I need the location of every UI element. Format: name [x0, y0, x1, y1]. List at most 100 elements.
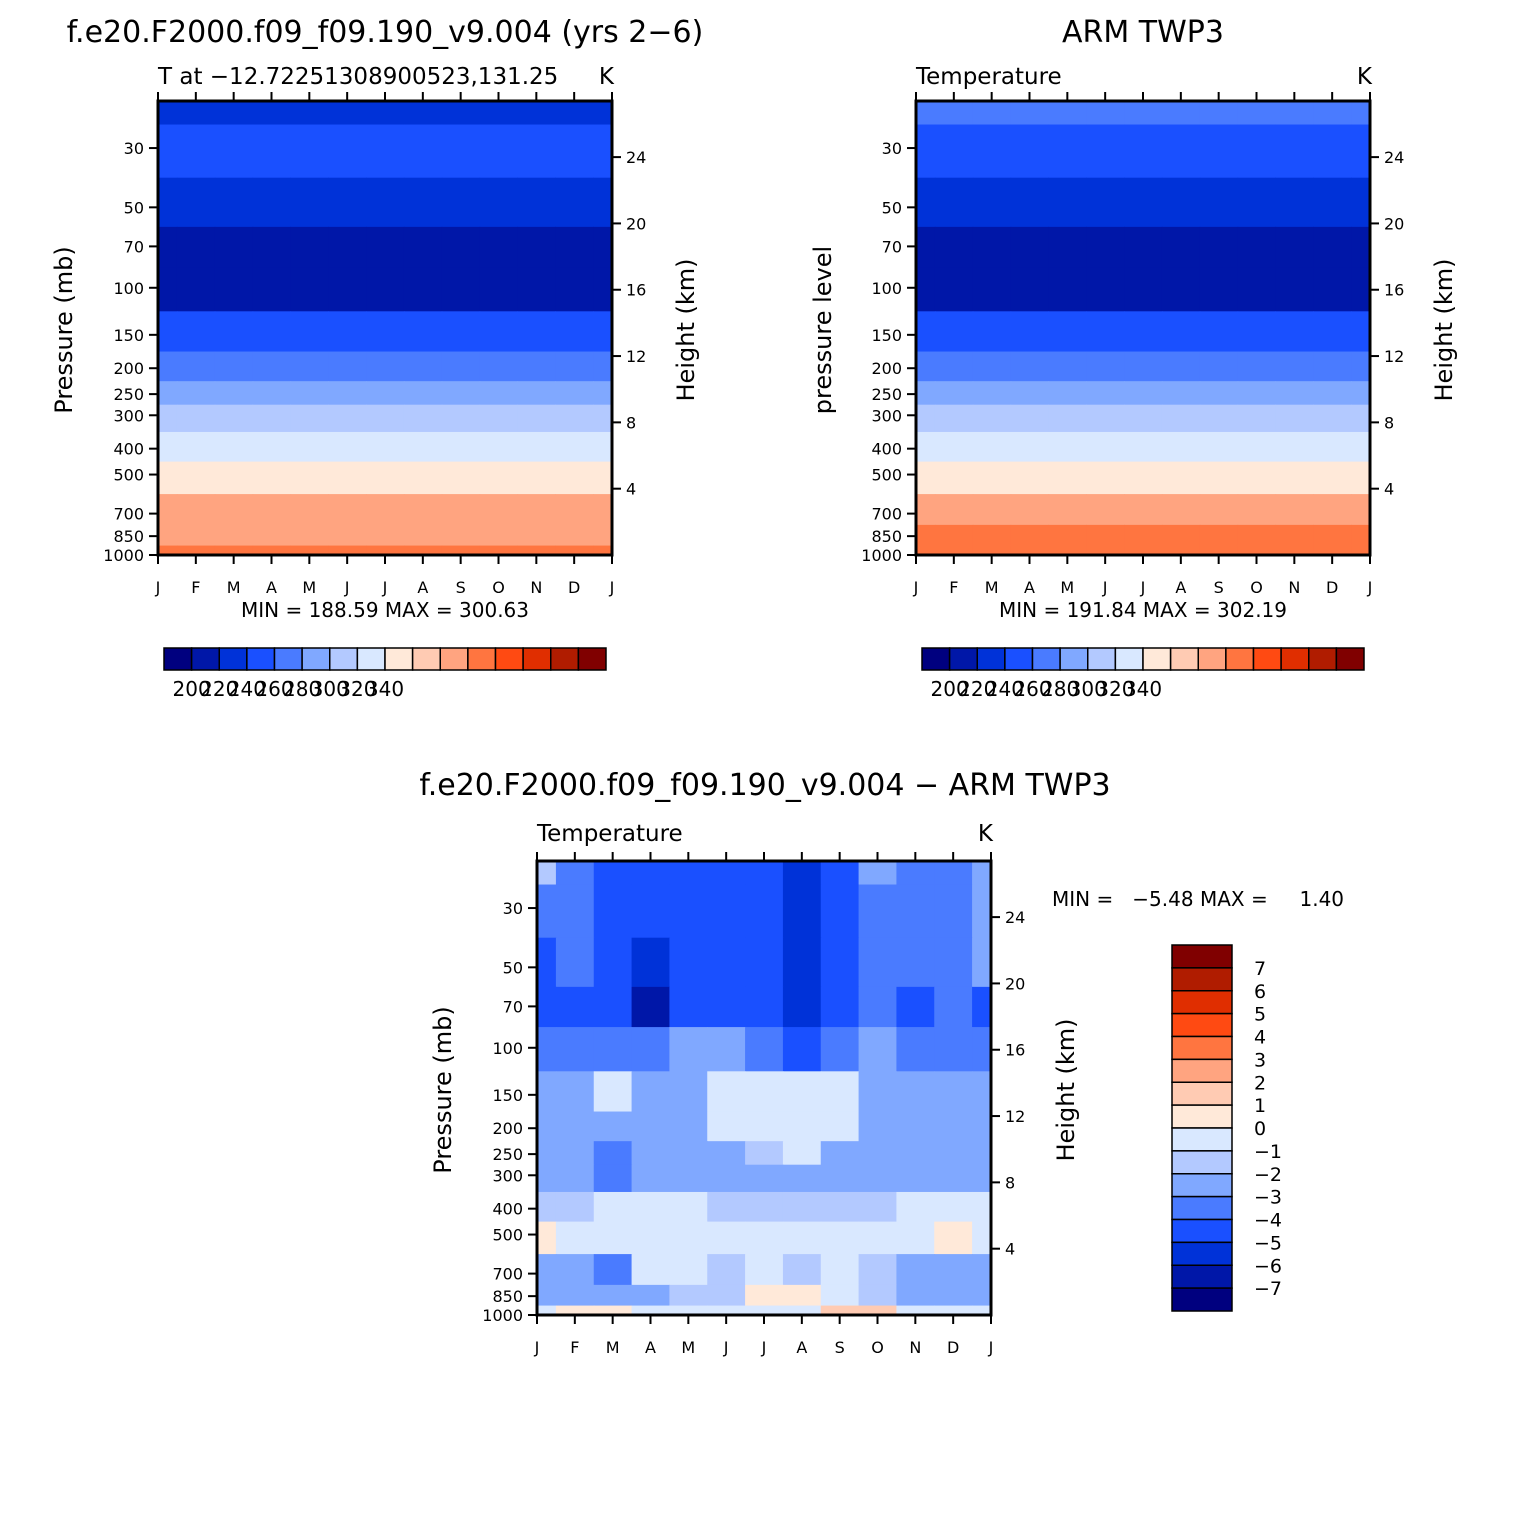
- panel2-cell: [1313, 494, 1352, 526]
- panel1-cell: [517, 124, 556, 179]
- panel2-x-tick-label: M: [985, 578, 999, 597]
- panel2-y-tick-label: 150: [871, 326, 902, 345]
- panel2-cell: [934, 461, 974, 495]
- panel2-cell: [916, 101, 936, 126]
- panel1-cell: [555, 267, 594, 312]
- panel1-stats: MIN = 188.59 MAX = 300.63: [241, 598, 529, 622]
- panel3-height-tick-label: 4: [1005, 1240, 1015, 1259]
- panel2-cell: [972, 124, 1012, 179]
- panel3-cell: [707, 1284, 746, 1307]
- panel3-cell: [669, 986, 708, 1028]
- panel1-colorbar-box: [522, 647, 552, 671]
- panel2-cell: [916, 381, 936, 406]
- panel1-colorbar-box: [218, 647, 248, 671]
- panel2-cell: [934, 431, 974, 463]
- panel1-colorbar-box: [329, 647, 359, 671]
- panel2-cell: [1086, 381, 1125, 406]
- panel2-cell: [934, 524, 974, 547]
- panel2-cell: [1086, 431, 1125, 463]
- panel2-cell: [1313, 351, 1352, 382]
- panel3-cell: [896, 861, 935, 886]
- panel1-cell: [214, 545, 254, 556]
- panel3-cell: [820, 1141, 860, 1166]
- panel1-cell: [328, 431, 367, 463]
- panel1-cell: [593, 524, 613, 547]
- panel1-colorbar-box: [550, 647, 580, 671]
- panel3-cell: [745, 861, 784, 886]
- panel1-cell: [555, 431, 594, 463]
- panel1-cell: [328, 461, 367, 495]
- panel2-cell: [1161, 226, 1201, 268]
- panel2-colorbar-box: [1280, 647, 1310, 671]
- panel1-cell: [593, 267, 613, 312]
- panel3-cell: [593, 1071, 633, 1113]
- panel2-y-tick-label: 500: [871, 466, 902, 485]
- panel3-cell: [707, 1305, 746, 1316]
- panel1-cell: [479, 381, 519, 406]
- panel2-cell: [1124, 461, 1163, 495]
- panel2-cell: [1010, 267, 1050, 312]
- panel3-colorbar-label: 1: [1254, 1095, 1266, 1117]
- panel2-cell: [1010, 494, 1050, 526]
- panel3-cell: [669, 1111, 708, 1142]
- panel3-colorbar-box: [1171, 1218, 1233, 1244]
- panel3-cell: [972, 1071, 992, 1113]
- panel2-cell: [1010, 351, 1050, 382]
- panel2-x-tick-label: F: [949, 578, 958, 597]
- panel3-cell: [782, 1221, 822, 1255]
- panel1-colorbar-label: 240: [228, 677, 266, 701]
- panel1-cell: [479, 351, 519, 382]
- panel1-x-tick-label: F: [191, 578, 200, 597]
- panel3-colorbar-box: [1171, 1104, 1233, 1129]
- panel2-y-tick-label: 400: [871, 440, 902, 459]
- panel1-cell: [517, 545, 556, 556]
- panel3-cell: [593, 1191, 633, 1223]
- panel2-colorbar-box: [1252, 647, 1282, 671]
- panel2-cell: [1237, 226, 1277, 268]
- panel2-cell: [1313, 431, 1352, 463]
- panel1-cell: [176, 267, 216, 312]
- panel2-cell: [1048, 351, 1087, 382]
- panel2-cell: [934, 545, 974, 556]
- panel3-cell: [972, 861, 992, 886]
- panel1-cell: [158, 177, 178, 228]
- panel3-cell: [631, 1141, 671, 1166]
- panel1-colorbar-box: [494, 647, 524, 671]
- panel2-cell: [1161, 177, 1201, 228]
- panel3-y-tick-label: 250: [492, 1145, 523, 1164]
- panel3-cell: [745, 1141, 784, 1166]
- panel1-cell: [517, 311, 556, 353]
- panel3-cell: [858, 884, 898, 939]
- panel3-cell: [707, 986, 746, 1028]
- panel2-cell: [1161, 545, 1201, 556]
- panel3-ylabel-right: Height (km): [1052, 1019, 1080, 1162]
- panel1-x-tick-label: A: [417, 578, 428, 597]
- panel1-cell: [403, 351, 443, 382]
- panel2-colorbar-label: 340: [1124, 677, 1162, 701]
- panel1-cell: [214, 101, 254, 126]
- panel3-cell: [593, 1111, 633, 1142]
- panel3-cell: [934, 1221, 973, 1255]
- panel1-cell: [441, 381, 481, 406]
- panel3-cell: [896, 1111, 935, 1142]
- panel3-cell: [858, 1254, 898, 1286]
- panel3-colorbar-box: [1171, 1035, 1233, 1061]
- panel2-cell: [916, 545, 936, 556]
- panel2-colorbar-box: [1169, 647, 1199, 671]
- panel3-x-tick-label: J: [761, 1338, 767, 1357]
- panel1-colorbar-box: [439, 647, 469, 671]
- panel3-cell: [782, 1141, 822, 1166]
- panel2-cell: [916, 404, 936, 433]
- panel3-cell: [537, 861, 557, 886]
- panel2-colorbar-box: [1197, 647, 1227, 671]
- panel1-cell: [441, 461, 481, 495]
- panel1-cell: [403, 431, 443, 463]
- panel3-cell: [631, 986, 671, 1028]
- panel1-cell: [176, 524, 216, 547]
- panel1-cell: [366, 461, 405, 495]
- panel2-cell: [1161, 267, 1201, 312]
- panel2-cell: [1048, 524, 1087, 547]
- panel3-y-tick-label: 100: [492, 1039, 523, 1058]
- panel3-cell: [707, 1027, 746, 1072]
